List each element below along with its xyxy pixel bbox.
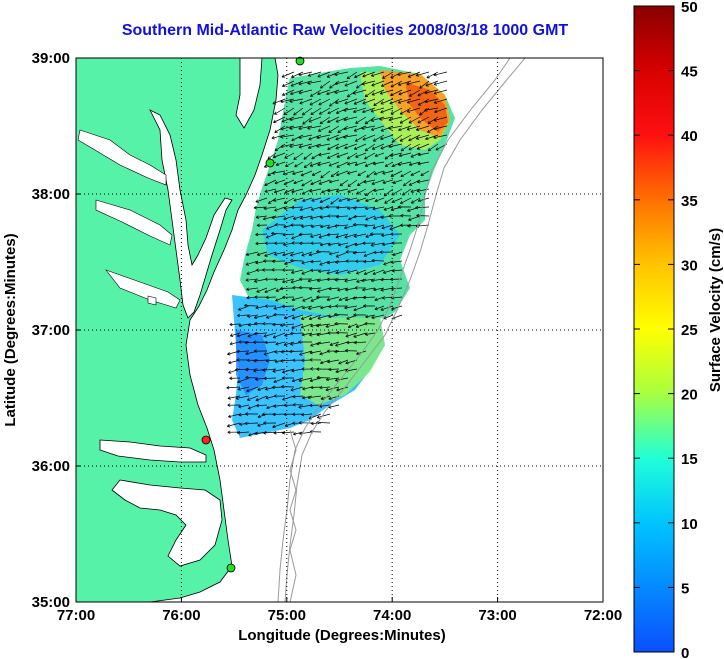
y-tick-label: 35:00: [32, 594, 70, 611]
colorbar-tick-label: 15: [681, 451, 698, 468]
station-marker-green: [226, 563, 236, 573]
bay-chesapeake: [149, 109, 233, 319]
y-tick-label: 39:00: [32, 50, 70, 67]
velocity-arrows: [226, 71, 448, 437]
x-tick-label: 77:00: [57, 607, 95, 624]
colorbar-tick-label: 50: [681, 0, 698, 16]
velocity-arrow-set: [226, 71, 448, 437]
bay-tributary: [95, 199, 173, 246]
x-tick-label: 76:00: [162, 607, 200, 624]
x-axis-ticks: 77:00 76:00 75:00 74:00 73:00 72:00: [57, 597, 622, 624]
colorbar-tick-label: 40: [681, 128, 698, 145]
bay-tributary: [105, 269, 181, 309]
colorbar: [633, 5, 675, 653]
station-marker-green: [265, 158, 275, 168]
x-tick-label: 75:00: [268, 607, 306, 624]
y-tick-label: 36:00: [32, 458, 70, 475]
sound-albemarle: [99, 439, 207, 463]
y-tick-label: 37:00: [32, 322, 70, 339]
stations: [201, 56, 305, 573]
colorbar-tick-label: 20: [681, 387, 698, 404]
x-tick-label: 72:00: [584, 607, 622, 624]
colorbar-tick-label: 10: [681, 516, 698, 533]
colorbar-tick-label: 30: [681, 257, 698, 274]
bathymetry-contour: [284, 58, 526, 602]
colorbar-tick-label: 35: [681, 193, 698, 210]
bay-tributary: [77, 129, 167, 186]
x-tick-label: 74:00: [373, 607, 411, 624]
station-marker-green: [295, 56, 305, 66]
velocity-field-south-green: [300, 315, 385, 405]
x-tick-label: 73:00: [478, 607, 516, 624]
bathymetry-contour: [289, 429, 297, 602]
station-marker-red: [201, 435, 211, 445]
colorbar-tick-label: 45: [681, 64, 698, 81]
map-title: Southern Mid-Atlantic Raw Velocities 200…: [121, 22, 569, 39]
colorbar-tick-label: 25: [681, 322, 698, 339]
y-axis-label: Latitude (Degrees:Minutes): [2, 233, 19, 426]
x-axis-label: Longitude (Degrees:Minutes): [238, 627, 446, 644]
inlet-mark: [147, 295, 157, 306]
bathymetry-contour: [277, 58, 511, 602]
y-tick-label: 38:00: [32, 186, 70, 203]
colorbar-tick-label: 0: [681, 645, 689, 659]
y-axis-ticks: 39:00 38:00 37:00 36:00 35:00: [32, 50, 81, 611]
grid: [76, 58, 603, 602]
sound-pamlico: [111, 479, 223, 567]
colorbar-tick-label: 5: [681, 580, 689, 597]
bay-delaware: [235, 58, 263, 129]
colorbar-label: Surface Velocity (cm/s): [707, 228, 724, 392]
